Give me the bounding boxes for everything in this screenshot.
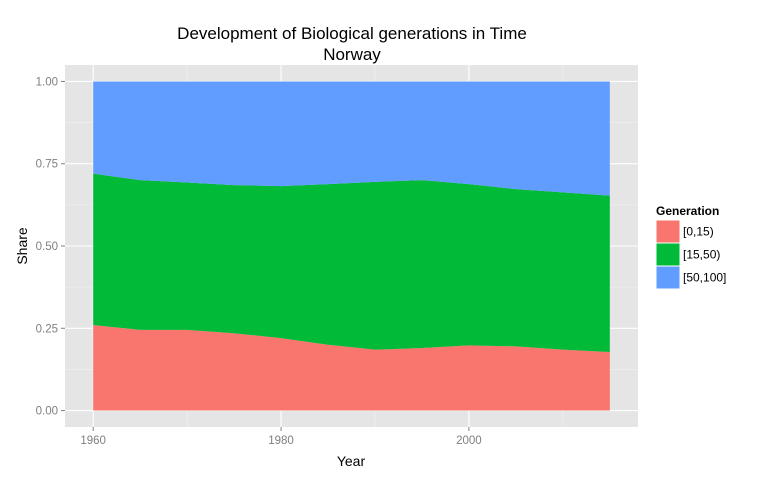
x-tick-label: 1960 — [80, 435, 106, 447]
axis-ticks: 0.00 0.25 0.50 0.75 1.00 1960 1980 2000 — [36, 76, 482, 447]
area-series-0 — [93, 324, 610, 411]
y-tick-label: 0.00 — [36, 406, 58, 418]
x-tick-label: 2000 — [456, 435, 482, 447]
legend: Generation [0,15) [15,50) [50,100] — [655, 204, 726, 290]
legend-swatch — [655, 265, 681, 290]
y-tick-label: 1.00 — [36, 76, 58, 88]
chart-subtitle: Norway — [323, 45, 381, 64]
legend-swatch — [655, 242, 681, 267]
y-axis-title: Share — [14, 227, 30, 265]
chart-title: Development of Biological generations in… — [177, 24, 527, 43]
area-series-1 — [93, 173, 610, 352]
y-tick-label: 0.50 — [36, 241, 58, 253]
x-tick-label: 1980 — [268, 435, 294, 447]
legend-label: [50,100] — [683, 271, 726, 285]
y-tick-label: 0.25 — [36, 323, 58, 335]
area-series — [93, 81, 610, 411]
legend-label: [15,50) — [683, 248, 720, 262]
y-tick-label: 0.75 — [36, 159, 58, 171]
legend-label: [0,15) — [683, 225, 714, 239]
legend-swatch — [655, 219, 681, 244]
x-axis-title: Year — [337, 453, 366, 469]
legend-title: Generation — [656, 204, 719, 218]
area-series-2 — [93, 81, 610, 196]
